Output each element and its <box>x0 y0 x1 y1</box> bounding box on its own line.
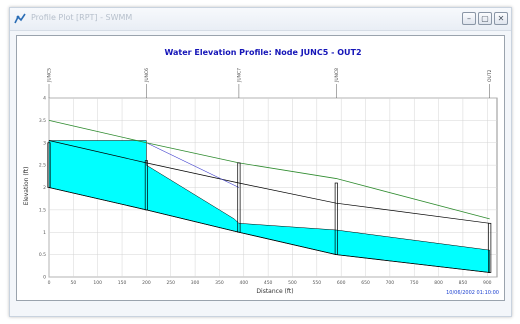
x-tick-label: 600 <box>337 280 346 286</box>
x-tick-label: 750 <box>410 280 419 286</box>
y-tick-label: 4 <box>43 96 46 102</box>
node-label: JUNC6 <box>144 68 150 83</box>
x-tick-label: 900 <box>483 280 492 286</box>
x-tick-label: 500 <box>288 280 297 286</box>
profile-chart: Water Elevation Profile: Node JUNC5 - OU… <box>23 48 499 296</box>
y-tick-label: 3.5 <box>39 118 46 124</box>
hgl-line <box>146 142 240 188</box>
x-tick-label: 850 <box>459 280 468 286</box>
minimize-button[interactable]: – <box>462 12 476 25</box>
x-axis-label: Distance (ft) <box>256 288 293 295</box>
conduit-crown-line <box>48 140 490 224</box>
timestamp-footer: 10/06/2002 01:10:00 <box>446 290 499 296</box>
x-tick-label: 400 <box>239 280 248 286</box>
y-tick-label: 0 <box>43 275 46 281</box>
restore-button[interactable]: ▢ <box>478 12 492 25</box>
y-tick-label: 2.5 <box>39 163 46 169</box>
x-tick-label: 200 <box>142 280 151 286</box>
y-axis-label: Elevation (ft) <box>23 167 30 206</box>
x-tick-label: 350 <box>215 280 224 286</box>
node-label: JUNC8 <box>334 68 340 83</box>
x-tick-label: 250 <box>166 280 175 286</box>
x-tick-label: 50 <box>70 280 76 286</box>
title-bar[interactable]: Profile Plot [RPT] - SWMM – ▢ ✕ <box>10 8 511 31</box>
x-tick-label: 100 <box>93 280 102 286</box>
node-manhole <box>334 182 338 255</box>
node-label: JUNC5 <box>47 68 53 83</box>
x-tick-label: 300 <box>191 280 200 286</box>
x-tick-label: 700 <box>386 280 395 286</box>
node-manhole <box>488 222 492 273</box>
node-manhole <box>144 160 148 211</box>
app-icon <box>14 13 26 24</box>
x-tick-label: 800 <box>434 280 443 286</box>
plot-area: Water Elevation Profile: Node JUNC5 - OU… <box>16 35 505 301</box>
y-tick-label: 3 <box>43 140 46 146</box>
x-tick-label: 550 <box>313 280 322 286</box>
y-tick-label: 0.5 <box>39 252 46 258</box>
y-tick-label: 2 <box>43 185 46 191</box>
node-manhole <box>47 142 51 188</box>
y-tick-label: 1.5 <box>39 207 46 213</box>
x-tick-label: 650 <box>361 280 370 286</box>
node-label: OUT2 <box>487 69 493 82</box>
node-label: JUNC7 <box>236 68 242 83</box>
node-manhole <box>237 162 241 233</box>
y-tick-label: 1 <box>43 230 46 236</box>
x-tick-label: 150 <box>118 280 127 286</box>
x-tick-label: 0 <box>48 280 51 286</box>
window-title: Profile Plot [RPT] - SWMM <box>31 13 133 22</box>
close-button[interactable]: ✕ <box>494 12 508 25</box>
x-tick-label: 450 <box>264 280 273 286</box>
chart-title: Water Elevation Profile: Node JUNC5 - OU… <box>164 48 361 57</box>
profile-plot-window: Profile Plot [RPT] - SWMM – ▢ ✕ Water El… <box>9 7 512 317</box>
